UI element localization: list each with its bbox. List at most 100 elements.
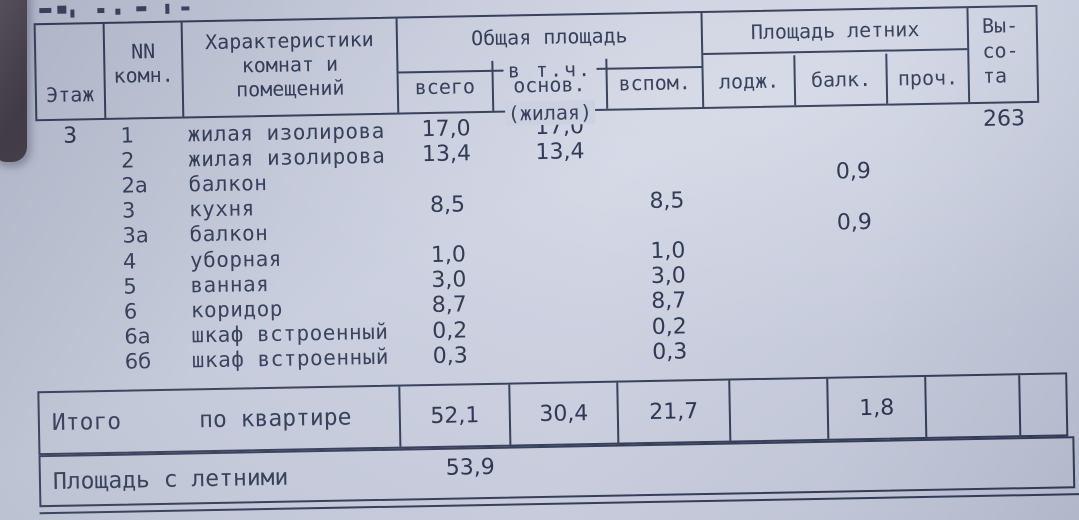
cell-room-number: 4 bbox=[122, 248, 137, 274]
cell-other-area bbox=[890, 120, 971, 121]
header-balcony: балк. bbox=[795, 53, 889, 106]
cell-balcony-area bbox=[809, 272, 901, 274]
cell-height bbox=[971, 144, 1038, 145]
cell-other-area bbox=[890, 145, 971, 146]
cell-aux-area: 1,0 bbox=[650, 238, 686, 265]
cell-loggia-area bbox=[709, 324, 801, 326]
cell-balcony-area: 0,9 bbox=[836, 209, 873, 236]
cell-loggia-area bbox=[710, 350, 802, 352]
header-main-sub: (жилая) bbox=[504, 99, 596, 126]
cell-balcony-area bbox=[809, 247, 901, 249]
cell-main-area bbox=[504, 227, 618, 229]
cell-room-name: уборная bbox=[189, 246, 283, 272]
cell-main-area bbox=[505, 252, 619, 254]
cell-balcony-area: 0,9 bbox=[835, 159, 872, 186]
cell-height bbox=[974, 320, 1041, 321]
dark-corner-object bbox=[0, 0, 27, 162]
cell-total-area: 13,4 bbox=[421, 141, 472, 168]
cell-other-area bbox=[891, 195, 972, 196]
cell-balcony-area bbox=[810, 322, 902, 324]
cell-main-area bbox=[504, 177, 618, 179]
cell-main-area bbox=[506, 328, 620, 330]
cell-room-number: 2 bbox=[120, 148, 135, 173]
cell-balcony-area bbox=[808, 197, 900, 199]
cell-room-number: 2а bbox=[121, 173, 149, 198]
header-total-area-group: Общая площадь в т.ч. всего основ. (жилая… bbox=[397, 12, 705, 126]
cell-total-area: 1,0 bbox=[430, 242, 467, 269]
cell-height bbox=[973, 244, 1040, 245]
cell-height bbox=[972, 194, 1039, 195]
cell-loggia-area bbox=[707, 198, 799, 200]
summer-total-label: Площадь с летними bbox=[52, 464, 289, 495]
cell-other-area bbox=[893, 321, 974, 322]
totals-other bbox=[926, 375, 1022, 437]
cell-room-name: коридор bbox=[190, 296, 284, 323]
cell-balcony-area bbox=[810, 297, 902, 299]
cell-loggia-area bbox=[706, 173, 798, 175]
cell-total-area: 0,2 bbox=[432, 317, 468, 344]
cell-aux-area bbox=[617, 175, 715, 177]
explication-rows: 3 1 жилая изолирова 17,0 17,0 263 2 жила… bbox=[35, 106, 1041, 376]
header-summer-area: Площадь летних bbox=[702, 8, 968, 55]
cell-room-number: 5 bbox=[123, 274, 138, 299]
cell-loggia-area bbox=[708, 274, 800, 276]
cell-main-area bbox=[504, 202, 618, 204]
cell-other-area bbox=[893, 296, 974, 297]
cell-height bbox=[973, 270, 1040, 271]
header-room-number: NN комн. bbox=[104, 22, 185, 118]
cell-total-area: 8,7 bbox=[431, 292, 468, 319]
cell-floor bbox=[38, 236, 107, 237]
cell-loggia-area bbox=[706, 148, 798, 150]
cell-room-name: жилая изолирова bbox=[187, 118, 385, 147]
cell-aux-area bbox=[618, 225, 716, 227]
cell-height bbox=[971, 169, 1038, 170]
explication-table-header: Этаж NN комн. Характеристики комнат и по… bbox=[33, 4, 1040, 126]
cell-room-name: ванная bbox=[190, 271, 270, 298]
cell-floor bbox=[40, 362, 109, 363]
cell-other-area bbox=[892, 246, 973, 247]
cell-other-area bbox=[892, 271, 973, 272]
totals-label: Итого по квартире bbox=[39, 386, 402, 454]
cell-floor bbox=[37, 211, 106, 212]
cell-balcony-area bbox=[807, 121, 899, 123]
cell-total-area: 0,3 bbox=[432, 343, 468, 369]
cell-room-name: балкон bbox=[189, 221, 269, 247]
cell-total-area: 17,0 bbox=[421, 116, 471, 143]
cell-room-name: шкаф встроенный bbox=[191, 345, 390, 373]
cell-total-area bbox=[400, 179, 495, 181]
header-summer-area-group: Площадь летних лодж. балк. проч. bbox=[702, 8, 971, 107]
cell-height bbox=[975, 345, 1042, 346]
cell-height: 263 bbox=[982, 106, 1026, 132]
cell-loggia-area bbox=[708, 249, 800, 251]
cell-floor bbox=[38, 287, 107, 288]
cell-loggia-area bbox=[707, 224, 799, 226]
header-floor: Этаж bbox=[35, 23, 107, 120]
cell-main-area bbox=[506, 302, 620, 304]
cell-main-area bbox=[507, 353, 621, 355]
cell-aux-area: 0,2 bbox=[651, 313, 687, 340]
cell-aux-area bbox=[617, 150, 715, 152]
cell-balcony-area bbox=[811, 348, 903, 350]
cell-floor bbox=[37, 186, 106, 187]
totals-height bbox=[1020, 374, 1066, 435]
cell-loggia-area bbox=[709, 299, 801, 301]
header-total-area: Общая площадь bbox=[470, 23, 628, 51]
cell-room-name: кухня bbox=[188, 196, 255, 222]
totals-balcony: 1,8 bbox=[828, 376, 928, 439]
cell-total-area: 8,5 bbox=[429, 192, 466, 218]
summer-total-value: 53,9 bbox=[445, 454, 496, 481]
cell-room-number: 1 bbox=[120, 123, 135, 148]
cell-floor bbox=[36, 161, 105, 162]
cut-off-text-fragment bbox=[39, 2, 259, 18]
cell-other-area bbox=[890, 170, 971, 171]
cell-floor: 3 bbox=[62, 123, 78, 149]
totals-loggia bbox=[730, 378, 830, 441]
cell-main-area bbox=[505, 277, 619, 279]
cell-total-area bbox=[400, 229, 495, 231]
cell-aux-area: 8,5 bbox=[649, 188, 685, 214]
header-loggia: лодж. bbox=[703, 55, 797, 107]
cell-main-area: 13,4 bbox=[535, 139, 585, 166]
cell-room-name: жилая изолирова bbox=[187, 143, 386, 172]
